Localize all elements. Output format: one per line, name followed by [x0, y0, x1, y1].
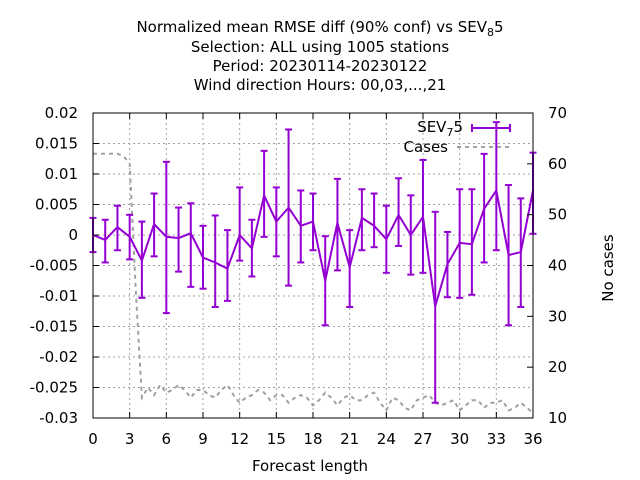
right-axis-label: No cases — [599, 234, 617, 302]
x-tick-label: 24 — [377, 430, 396, 448]
cases-layer — [93, 152, 534, 414]
y-tick-label: -0.025 — [30, 379, 78, 397]
y-tick-label: 0.005 — [35, 196, 78, 214]
y2-tick-label: 50 — [548, 206, 567, 224]
grid — [93, 113, 533, 418]
legend-label-series-sub: 7 — [446, 126, 453, 139]
legend: SEV75 Cases — [403, 118, 511, 156]
x-tick-label: 36 — [523, 430, 542, 448]
y-tick-label: 0 — [68, 226, 78, 244]
x-tick-label: 33 — [487, 430, 506, 448]
x-tick-label: 27 — [413, 430, 432, 448]
y-tick-label: -0.005 — [30, 257, 78, 275]
chart-title: Normalized mean RMSE diff (90% conf) vs … — [136, 18, 503, 94]
y-tick-label: -0.02 — [39, 348, 78, 366]
x-axis-label: Forecast length — [252, 457, 368, 475]
legend-label-series: SEV75 — [417, 118, 463, 139]
y2-tick-label: 70 — [548, 104, 567, 122]
y-tick-label: -0.015 — [30, 318, 78, 336]
axis-ticks: 0 3 6 9 12 15 18 21 24 27 30 33 360.020.0150.010.005… — [30, 104, 567, 448]
title-subscript: 8 — [487, 26, 494, 39]
title-line-4: Wind direction Hours: 00,03,...,21 — [194, 76, 447, 94]
y-tick-label: 0.02 — [45, 104, 78, 122]
x-tick-label: 21 — [340, 430, 359, 448]
y-tick-label: -0.03 — [39, 409, 78, 427]
legend-label-series-tail: 5 — [453, 118, 463, 136]
cases-line — [93, 152, 534, 414]
y-tick-label: -0.01 — [39, 287, 78, 305]
y2-tick-label: 30 — [548, 307, 567, 325]
y-tick-label: 0.015 — [35, 135, 78, 153]
y2-tick-label: 60 — [548, 155, 567, 173]
x-tick-label: 3 — [125, 430, 135, 448]
x-tick-label: 6 — [162, 430, 172, 448]
title-line-3: Period: 20230114-20230122 — [213, 57, 428, 75]
title-tail: 5 — [494, 18, 504, 36]
legend-label-cases: Cases — [403, 138, 448, 156]
y2-tick-label: 20 — [548, 358, 567, 376]
y-tick-label: 0.01 — [45, 165, 78, 183]
x-tick-label: 9 — [198, 430, 208, 448]
x-tick-label: 15 — [267, 430, 286, 448]
y2-tick-label: 40 — [548, 257, 567, 275]
x-tick-label: 30 — [450, 430, 469, 448]
y2-tick-label: 10 — [548, 409, 567, 427]
title-line-1: Normalized mean RMSE diff (90% conf) vs … — [136, 18, 503, 39]
x-tick-label: 0 — [88, 430, 98, 448]
title-line-2: Selection: ALL using 1005 stations — [191, 38, 450, 56]
x-tick-label: 12 — [230, 430, 249, 448]
x-tick-label: 18 — [303, 430, 322, 448]
